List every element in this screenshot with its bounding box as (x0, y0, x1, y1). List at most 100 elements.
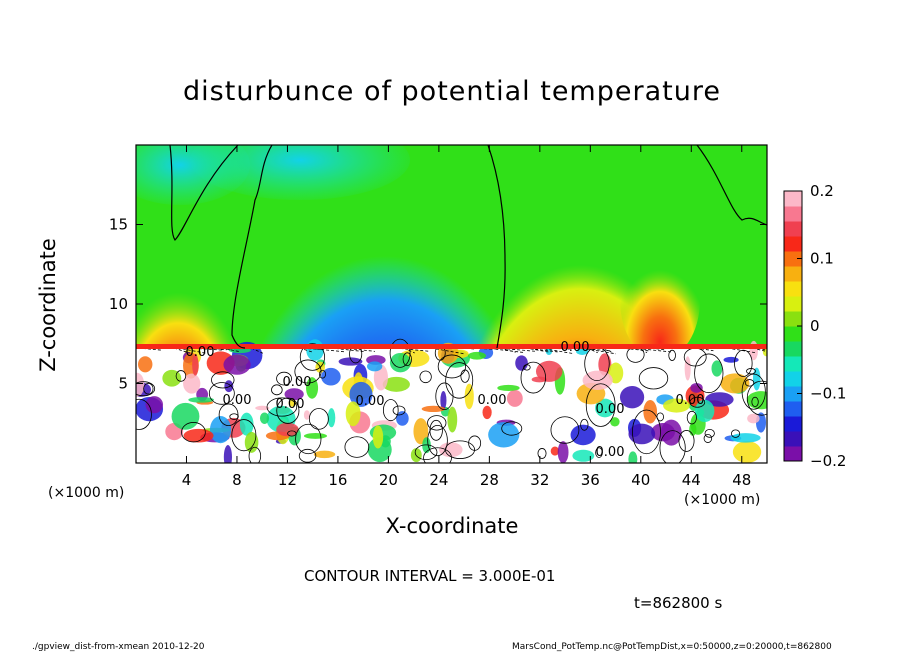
turbulence-cell (440, 391, 447, 410)
turbulence-cell (619, 385, 645, 409)
colorbar-swatch (784, 401, 802, 417)
contour-label: 0.00 (596, 445, 625, 460)
turbulence-cell (224, 380, 234, 393)
x-tick-label: 44 (682, 471, 701, 489)
contour-label: 0.00 (676, 393, 705, 408)
inversion-contour (137, 347, 163, 351)
turbulence-contour (445, 362, 474, 399)
turbulence-contour (266, 397, 298, 417)
turbulence-cell (321, 367, 341, 386)
turbulence-contour (689, 396, 706, 408)
turbulence-contour (746, 380, 767, 416)
turbulence-cell (482, 405, 492, 420)
y-axis-label: Z-coordinate (36, 238, 60, 372)
turbulence-cell (171, 402, 200, 430)
turbulence-cell (223, 354, 251, 375)
turbulence-contour (550, 416, 580, 444)
turbulence-cell (382, 376, 410, 392)
turbulence-contour (276, 397, 300, 424)
x-axis-unit-left: (×1000 m) (48, 485, 125, 501)
colorbar-swatch (784, 206, 802, 222)
turbulence-cell (288, 399, 297, 407)
turbulence-contour (537, 448, 547, 459)
x-tick-label: 36 (581, 471, 600, 489)
turbulence-cell (366, 361, 383, 372)
turbulence-contour (703, 434, 713, 443)
turbulence-contour (175, 370, 187, 382)
time-label: t=862800 s (634, 594, 723, 612)
turbulence-contour (181, 422, 206, 443)
turbulence-cell (572, 449, 595, 462)
turbulence-contour (136, 398, 152, 430)
x-tick-label: 16 (328, 471, 347, 489)
turbulence-contour (298, 448, 317, 463)
x-axis-label: X-coordinate (385, 514, 519, 538)
turbulence-contour (668, 349, 676, 361)
turbulence-cell (255, 405, 270, 411)
turbulence-cell (610, 417, 620, 427)
turbulence-contour (694, 353, 724, 394)
x-tick-label: 48 (732, 471, 751, 489)
turbulence-contour (585, 383, 616, 427)
turbulence-contour (294, 359, 322, 384)
turbulence-contour (468, 435, 482, 451)
x-tick-label: 20 (379, 471, 398, 489)
turbulence-cell (506, 389, 523, 407)
turbulence-cell (550, 446, 560, 456)
turbulence-cell (651, 423, 675, 442)
turbulence-cell (628, 423, 656, 445)
turbulence-cell (192, 353, 199, 376)
turbulence-contour (704, 428, 715, 438)
turbulence-contour (741, 373, 766, 410)
turbulence-cell (730, 433, 761, 443)
turbulence-contour (143, 382, 154, 395)
contour-label: 0.00 (356, 394, 385, 409)
turbulence-cell (223, 445, 232, 463)
turbulence-cell (137, 356, 153, 373)
inversion-contour (221, 347, 239, 352)
contour-interval: CONTOUR INTERVAL = 3.000E-01 (304, 567, 556, 585)
turbulence-contour (271, 384, 283, 396)
turbulence-cell (284, 388, 304, 401)
turbulence-cell (535, 360, 563, 382)
turbulence-contour (211, 371, 235, 389)
turbulence-contour (231, 419, 257, 452)
colorbar-swatch (784, 326, 802, 342)
colorbar-swatch (784, 431, 802, 447)
contour-label: 0.00 (186, 345, 215, 360)
colorbar-swatch (784, 251, 802, 267)
x-axis-unit-right: (×1000 m) (684, 492, 761, 508)
turbulence-contour (402, 352, 412, 367)
turbulence-cell (136, 372, 145, 397)
colorbar-swatch (784, 416, 802, 432)
turbulence-contour (136, 381, 156, 397)
colorbar-tick-label: 0.2 (810, 182, 834, 200)
turbulence-cell (694, 399, 715, 423)
turbulence-contour (580, 418, 589, 431)
turbulence-contour (392, 405, 406, 416)
colorbar-swatch (784, 386, 802, 402)
turbulence-cell (438, 442, 463, 458)
turbulence-cell (209, 416, 232, 444)
inversion-contour (525, 347, 551, 353)
contour-label: 0.00 (561, 340, 590, 355)
colorbar: 0.2 0.1 0 −0.1 −0.2 (783, 182, 846, 470)
turbulence-contour (595, 447, 603, 458)
turbulence-cell (576, 348, 589, 355)
contour-label: 0.00 (223, 393, 252, 408)
turbulence-cell (183, 428, 214, 443)
colorbar-swatch (784, 281, 802, 297)
y-tick-label: 15 (109, 216, 128, 234)
turbulence-contour (208, 382, 235, 405)
turbulence-contour (295, 423, 322, 455)
footer-left: ./gpview_dist-from-xmean 2010-12-20 (32, 642, 205, 652)
turbulence-cell (303, 433, 328, 439)
footer-right: MarsCond_PotTemp.nc@PotTempDist,x=0:5000… (512, 642, 832, 652)
colorbar-tick-label: −0.1 (810, 385, 846, 403)
turbulence-contour (501, 421, 523, 436)
turbulence-cell (628, 451, 638, 463)
colorbar-swatch (784, 266, 802, 282)
turbulence-cell (145, 396, 164, 414)
colorbar-tick-label: 0 (810, 317, 820, 335)
